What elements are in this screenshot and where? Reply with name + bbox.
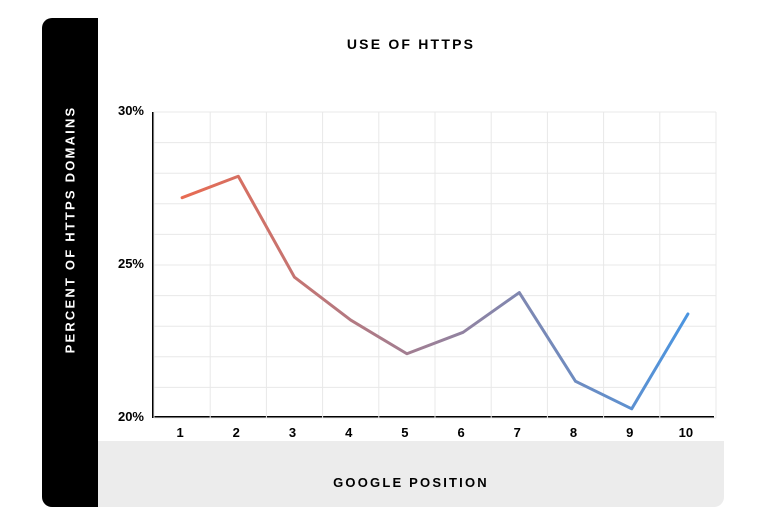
x-tick-label: 4 — [334, 425, 364, 440]
x-axis-band — [98, 441, 724, 507]
x-tick-label: 1 — [165, 425, 195, 440]
x-tick-label: 9 — [615, 425, 645, 440]
y-tick-label: 20% — [106, 409, 144, 424]
plot-svg — [154, 112, 716, 418]
x-tick-label: 5 — [390, 425, 420, 440]
y-tick-label: 25% — [106, 256, 144, 271]
x-tick-label: 7 — [502, 425, 532, 440]
x-tick-label: 10 — [671, 425, 701, 440]
plot-area — [152, 112, 714, 418]
chart-container: PERCENT OF HTTPS DOMAINS USE OF HTTPS GO… — [0, 0, 766, 525]
x-tick-label: 6 — [446, 425, 476, 440]
x-tick-label: 2 — [221, 425, 251, 440]
x-axis-title: GOOGLE POSITION — [98, 475, 724, 490]
chart-title: USE OF HTTPS — [98, 36, 724, 52]
x-tick-label: 3 — [278, 425, 308, 440]
y-axis-title: PERCENT OF HTTPS DOMAINS — [42, 18, 98, 441]
x-tick-label: 8 — [559, 425, 589, 440]
y-axis-title-text: PERCENT OF HTTPS DOMAINS — [63, 106, 78, 354]
y-tick-label: 30% — [106, 103, 144, 118]
